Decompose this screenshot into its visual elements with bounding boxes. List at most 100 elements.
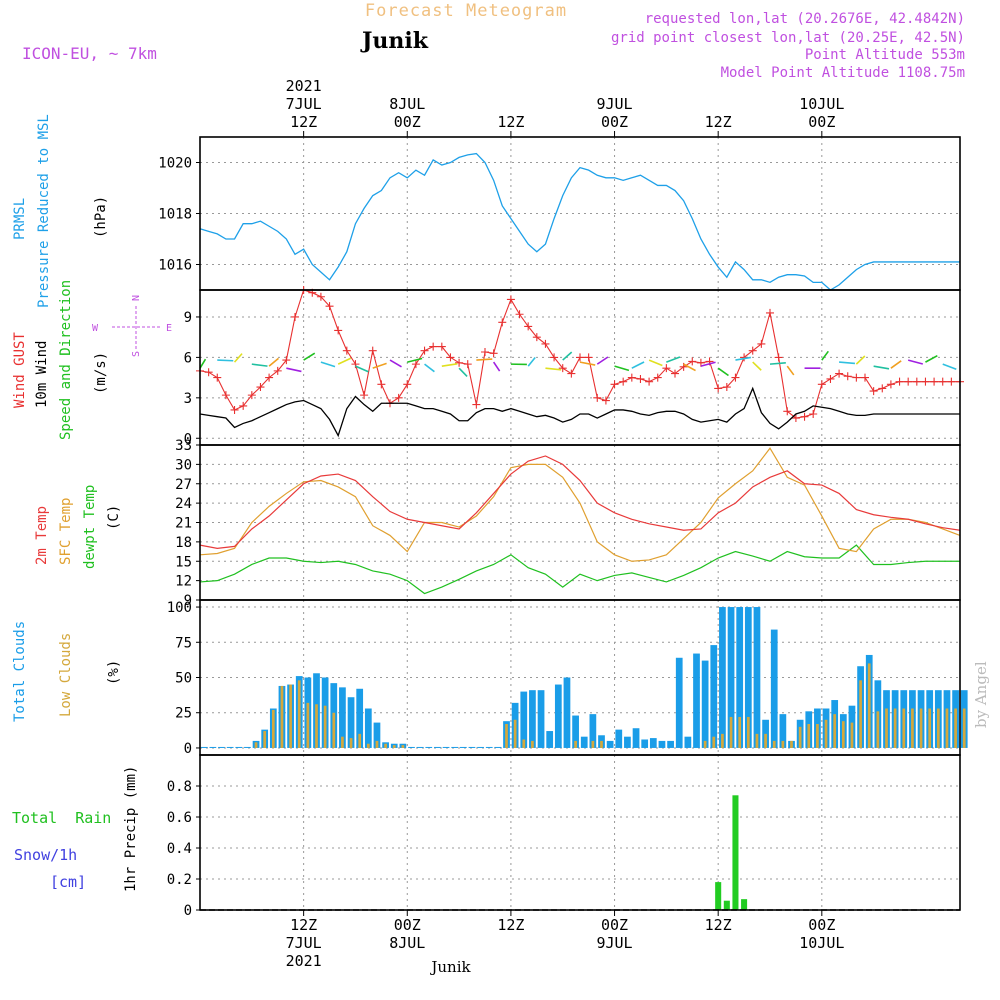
wind-arrow <box>355 365 369 373</box>
label-wind-gust: Wind GUST <box>12 332 28 408</box>
wind-arrow <box>752 361 762 371</box>
low-cloud-bar <box>738 716 742 748</box>
low-cloud-bar <box>781 740 785 748</box>
y-tick-label: 0.8 <box>167 779 192 795</box>
wind-arrow <box>648 359 663 367</box>
top-time-label: 2021 <box>286 77 322 95</box>
total-cloud-bar <box>468 746 476 748</box>
gust-marker <box>817 380 826 389</box>
total-cloud-bar <box>356 688 364 748</box>
total-cloud-bar <box>684 736 692 748</box>
precip-bar <box>715 882 722 910</box>
total-cloud-bar <box>200 746 208 748</box>
y-tick-label: 1016 <box>158 258 192 274</box>
dewpoint-line <box>199 544 960 595</box>
panel-frame <box>199 754 961 911</box>
bottom-time-label: 2021 <box>286 952 322 970</box>
gust-marker <box>783 407 792 416</box>
gust-marker <box>558 364 567 373</box>
gust-marker <box>722 383 731 392</box>
gust-marker <box>368 346 377 355</box>
low-cloud-bar <box>816 724 819 748</box>
low-cloud-bar <box>824 719 828 748</box>
total-cloud-bar <box>451 746 459 748</box>
bottom-time-label: 7JUL <box>286 934 322 952</box>
wind-arrow <box>683 363 696 372</box>
wind-arrow <box>735 356 751 361</box>
total-cloud-bar <box>727 607 735 748</box>
y-tick-label: 21 <box>175 516 192 532</box>
label-10m-wind: 10m Wind <box>34 341 50 408</box>
wind-arrow <box>389 359 402 368</box>
wind-arrow <box>303 352 316 361</box>
point-altitude: Point Altitude 553m <box>805 47 965 63</box>
y-tick-label: 30 <box>175 457 192 473</box>
total-cloud-bar <box>753 607 761 748</box>
y-tick-label: 100 <box>167 600 192 616</box>
wind-arrow <box>424 363 435 373</box>
total-cloud-bar <box>632 728 640 748</box>
label-wind-unit: (m/s) <box>93 352 109 394</box>
gust-marker <box>645 377 654 386</box>
low-cloud-bar <box>332 712 336 748</box>
y-tick-label: 3 <box>184 391 192 407</box>
bottom-time-label: 00Z <box>808 916 835 934</box>
total-cloud-bar <box>373 722 381 748</box>
total-cloud-bar <box>736 607 744 748</box>
gust-marker <box>930 377 939 386</box>
low-cloud-bar <box>591 740 595 748</box>
low-cloud-bar <box>859 680 862 748</box>
wind-speed-line <box>199 386 960 438</box>
bottom-time-label: 12Z <box>290 916 317 934</box>
total-cloud-bar <box>244 746 251 748</box>
gust-marker <box>852 373 861 382</box>
total-cloud-bar <box>779 714 787 748</box>
total-cloud-bar <box>218 746 225 748</box>
gust-marker <box>334 326 343 335</box>
gust-marker <box>766 308 774 317</box>
wind-arrow <box>458 367 468 378</box>
gust-marker <box>524 322 533 331</box>
wind-arrow <box>286 367 302 373</box>
low-cloud-bar <box>280 685 284 748</box>
low-cloud-bar <box>850 722 854 748</box>
low-cloud-bar <box>712 736 716 748</box>
total-cloud-bar <box>744 607 752 748</box>
label-temp-unit: (C) <box>106 505 122 530</box>
gust-marker <box>256 383 265 392</box>
low-cloud-bar <box>297 680 301 748</box>
wind-arrow <box>527 357 536 367</box>
gust-marker <box>394 393 403 402</box>
top-time-label: 00Z <box>601 113 628 131</box>
label-low-clouds: Low Clouds <box>58 633 74 717</box>
top-time-label: 9JUL <box>596 95 632 113</box>
bottom-time-label: 00Z <box>394 916 421 934</box>
low-cloud-bar <box>513 719 517 748</box>
precip-bar <box>723 900 730 910</box>
low-cloud-bar <box>841 721 845 748</box>
gust-marker <box>791 414 800 423</box>
low-cloud-bar <box>263 731 267 748</box>
total-cloud-bar <box>580 736 588 748</box>
low-cloud-bar <box>522 739 526 748</box>
low-cloud-bar <box>919 708 923 748</box>
precip-bar <box>732 795 739 910</box>
wind-arrow <box>925 354 938 363</box>
low-cloud-bar <box>392 745 396 748</box>
wind-arrow <box>631 361 645 369</box>
total-cloud-bar <box>416 746 424 748</box>
total-cloud-bar <box>624 736 631 748</box>
gust-marker <box>498 318 507 327</box>
low-cloud-bar <box>902 708 906 748</box>
chart-title: Forecast Meteogram <box>365 1 567 21</box>
low-cloud-bar <box>876 711 880 748</box>
low-cloud-bar <box>833 714 837 748</box>
y-tick-label: 0 <box>184 741 192 757</box>
total-cloud-bar <box>658 740 666 748</box>
low-cloud-bar <box>798 726 802 748</box>
wind-arrow <box>372 362 387 369</box>
y-tick-label: 6 <box>184 350 192 366</box>
wind-arrow <box>855 355 866 365</box>
gust-marker <box>714 384 723 393</box>
y-tick-label: 0 <box>184 903 192 919</box>
